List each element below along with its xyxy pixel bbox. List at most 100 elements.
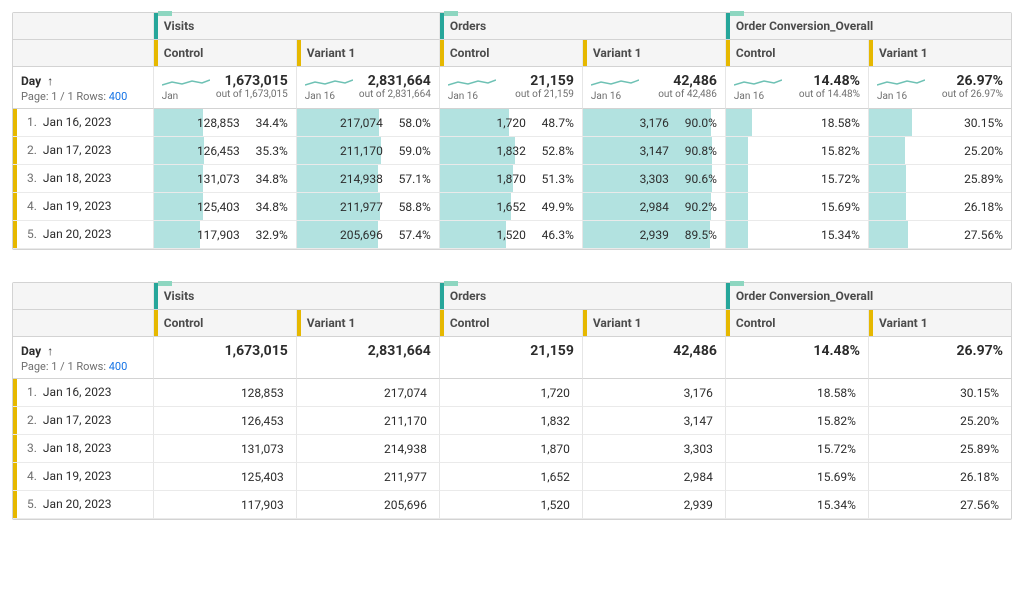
table-cell[interactable]: 214,93857.1% [296,165,439,193]
table-row-dimension[interactable]: 5.Jan 20, 2023 [13,491,153,519]
table-cell[interactable]: 25.89% [868,435,1011,463]
table-cell[interactable]: 15.82% [725,407,868,435]
table-cell[interactable]: 217,07458.0% [296,109,439,137]
table-cell[interactable]: 205,69657.4% [296,221,439,249]
table-cell[interactable]: 1,65249.9% [439,193,582,221]
summary-cell[interactable]: Jan 1626.97%out of 26.97% [868,67,1011,109]
table-cell[interactable]: 1,720 [439,379,582,407]
table-cell[interactable]: 3,303 [582,435,725,463]
table-cell[interactable]: 125,403 [153,463,296,491]
table-cell[interactable]: 205,696 [296,491,439,519]
table-cell[interactable]: 2,93989.5% [582,221,725,249]
table-cell[interactable]: 211,170 [296,407,439,435]
rows-link[interactable]: 400 [109,90,128,103]
table-cell[interactable]: 25.20% [868,407,1011,435]
segment-header[interactable]: Control [439,310,582,337]
dimension-header[interactable]: Day↑Page: 1 / 1 Rows: 400 [13,337,153,379]
table-cell[interactable]: 1,72048.7% [439,109,582,137]
table-cell[interactable]: 27.56% [868,221,1011,249]
table-cell[interactable]: 117,903 [153,491,296,519]
summary-cell[interactable]: Jan 1642,486out of 42,486 [582,67,725,109]
table-cell[interactable]: 27.56% [868,491,1011,519]
table-cell[interactable]: 26.18% [868,463,1011,491]
table-cell[interactable]: 217,074 [296,379,439,407]
table-row-dimension[interactable]: 3.Jan 18, 2023 [13,165,153,193]
summary-cell[interactable]: 2,831,664 [296,337,439,379]
table-cell[interactable]: 15.69% [725,463,868,491]
segment-header[interactable]: Variant 1 [582,310,725,337]
segment-header[interactable]: Control [153,310,296,337]
table-cell[interactable]: 2,984 [582,463,725,491]
table-row-dimension[interactable]: 4.Jan 19, 2023 [13,463,153,491]
table-cell[interactable]: 2,98490.2% [582,193,725,221]
table-cell[interactable]: 1,870 [439,435,582,463]
table-cell[interactable]: 18.58% [725,109,868,137]
sort-asc-icon[interactable]: ↑ [47,74,53,88]
table-cell[interactable]: 128,85334.4% [153,109,296,137]
summary-cell[interactable]: Jan1,673,015out of 1,673,015 [153,67,296,109]
metric-header[interactable]: Visits [153,283,439,310]
table-cell[interactable]: 15.82% [725,137,868,165]
table-cell[interactable]: 15.72% [725,435,868,463]
table-row-dimension[interactable]: 1.Jan 16, 2023 [13,109,153,137]
table-cell[interactable]: 126,45335.3% [153,137,296,165]
summary-cell[interactable]: Jan 162,831,664out of 2,831,664 [296,67,439,109]
table-cell[interactable]: 125,40334.8% [153,193,296,221]
metric-header[interactable]: Visits [153,13,439,40]
summary-cell[interactable]: 26.97% [868,337,1011,379]
segment-header[interactable]: Variant 1 [296,310,439,337]
table-cell[interactable]: 30.15% [868,109,1011,137]
segment-header[interactable]: Variant 1 [582,40,725,67]
table-cell[interactable]: 3,17690.0% [582,109,725,137]
segment-header[interactable]: Variant 1 [296,40,439,67]
table-cell[interactable]: 131,07334.8% [153,165,296,193]
table-cell[interactable]: 1,52046.3% [439,221,582,249]
summary-cell[interactable]: Jan 1621,159out of 21,159 [439,67,582,109]
table-cell[interactable]: 117,90332.9% [153,221,296,249]
table-row-dimension[interactable]: 4.Jan 19, 2023 [13,193,153,221]
segment-header[interactable]: Variant 1 [868,310,1011,337]
table-cell[interactable]: 211,17059.0% [296,137,439,165]
segment-header[interactable]: Control [725,310,868,337]
table-cell[interactable]: 15.69% [725,193,868,221]
summary-cell[interactable]: 21,159 [439,337,582,379]
table-cell[interactable]: 15.34% [725,491,868,519]
sort-asc-icon[interactable]: ↑ [47,344,53,358]
table-row-dimension[interactable]: 3.Jan 18, 2023 [13,435,153,463]
summary-cell[interactable]: 1,673,015 [153,337,296,379]
metric-header[interactable]: Order Conversion_Overall [725,13,1011,40]
table-row-dimension[interactable]: 5.Jan 20, 2023 [13,221,153,249]
metric-header[interactable]: Order Conversion_Overall [725,283,1011,310]
summary-cell[interactable]: 14.48% [725,337,868,379]
table-cell[interactable]: 3,30390.6% [582,165,725,193]
segment-header[interactable]: Control [439,40,582,67]
table-cell[interactable]: 1,87051.3% [439,165,582,193]
segment-header[interactable]: Variant 1 [868,40,1011,67]
table-cell[interactable]: 18.58% [725,379,868,407]
rows-link[interactable]: 400 [109,360,128,373]
table-cell[interactable]: 3,14790.8% [582,137,725,165]
table-cell[interactable]: 25.89% [868,165,1011,193]
table-cell[interactable]: 26.18% [868,193,1011,221]
table-row-dimension[interactable]: 1.Jan 16, 2023 [13,379,153,407]
table-cell[interactable]: 214,938 [296,435,439,463]
dimension-header[interactable]: Day↑Page: 1 / 1 Rows: 400 [13,67,153,109]
table-cell[interactable]: 131,073 [153,435,296,463]
table-cell[interactable]: 15.34% [725,221,868,249]
table-cell[interactable]: 126,453 [153,407,296,435]
table-cell[interactable]: 3,147 [582,407,725,435]
table-row-dimension[interactable]: 2.Jan 17, 2023 [13,137,153,165]
metric-header[interactable]: Orders [439,13,725,40]
table-cell[interactable]: 30.15% [868,379,1011,407]
table-cell[interactable]: 2,939 [582,491,725,519]
table-cell[interactable]: 1,83252.8% [439,137,582,165]
segment-header[interactable]: Control [725,40,868,67]
table-cell[interactable]: 1,520 [439,491,582,519]
table-row-dimension[interactable]: 2.Jan 17, 2023 [13,407,153,435]
table-cell[interactable]: 128,853 [153,379,296,407]
summary-cell[interactable]: 42,486 [582,337,725,379]
summary-cell[interactable]: Jan 1614.48%out of 14.48% [725,67,868,109]
table-cell[interactable]: 211,97758.8% [296,193,439,221]
metric-header[interactable]: Orders [439,283,725,310]
table-cell[interactable]: 1,652 [439,463,582,491]
